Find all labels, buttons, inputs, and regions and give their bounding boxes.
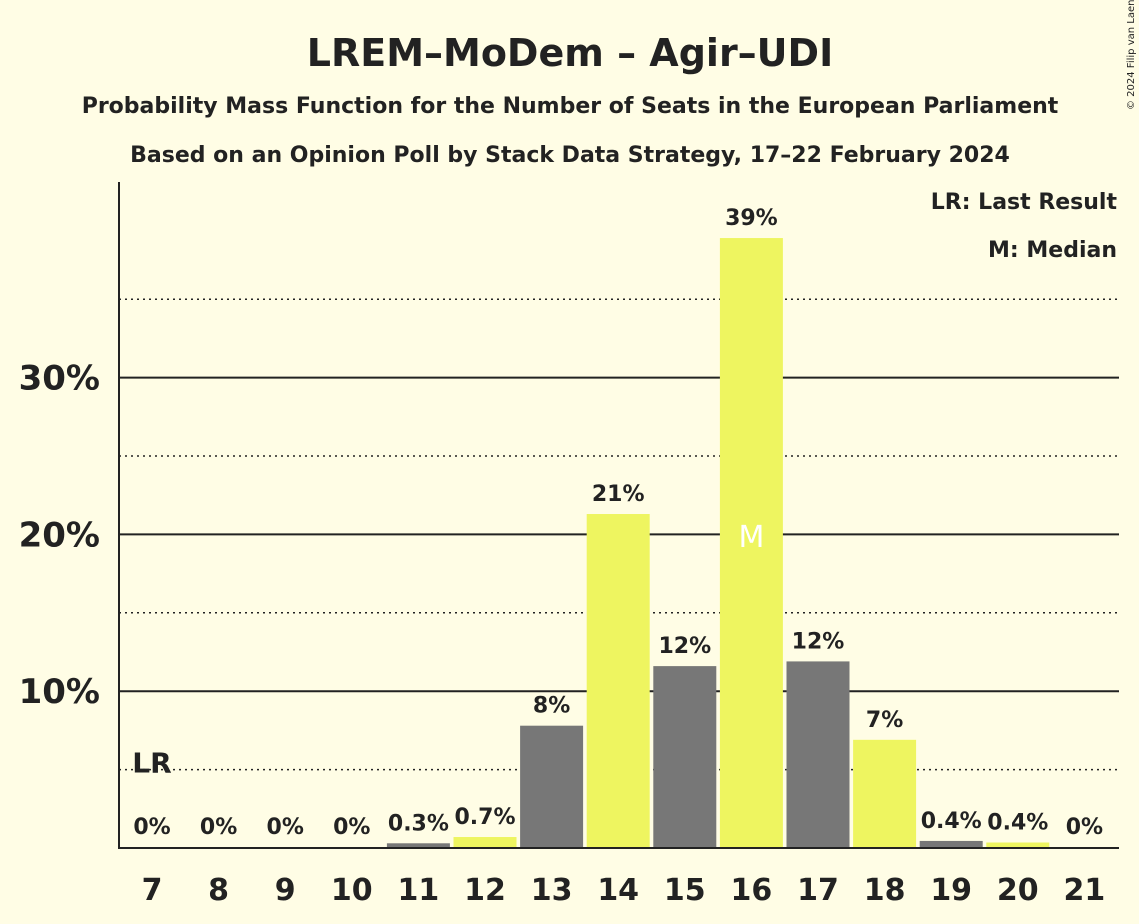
bar xyxy=(853,739,917,848)
chart-title: LREM–MoDem – Agir–UDI xyxy=(307,31,833,75)
bar xyxy=(653,666,717,848)
chart-subtitle-1: Probability Mass Function for the Number… xyxy=(82,94,1059,119)
x-axis-ticks: 7 8 9 10 11 12 13 14 15 16 17 18 19 20 21 xyxy=(142,873,1106,908)
x-tick-label: 14 xyxy=(597,873,639,908)
x-tick-label: 19 xyxy=(930,873,972,908)
bar-value-label: 0% xyxy=(133,815,170,840)
y-tick-label: 30% xyxy=(19,359,100,399)
bar-value-label: 0.3% xyxy=(388,811,449,836)
bar-value-label: 0% xyxy=(267,815,304,840)
legend-last-result: LR: Last Result xyxy=(931,190,1118,215)
bar-value-label: 12% xyxy=(658,634,711,659)
x-tick-label: 10 xyxy=(331,873,373,908)
bar xyxy=(453,837,517,848)
x-tick-label: 13 xyxy=(531,873,573,908)
bar-value-label: 39% xyxy=(725,206,778,231)
y-tick-label: 20% xyxy=(19,515,100,555)
bar-value-label: 0.7% xyxy=(454,805,515,830)
x-tick-label: 18 xyxy=(864,873,906,908)
y-axis-ticks: 10% 20% 30% xyxy=(19,359,100,713)
x-tick-label: 11 xyxy=(398,873,440,908)
x-tick-label: 9 xyxy=(275,873,296,908)
bar-value-label: 0% xyxy=(1066,815,1103,840)
bar-labels: 0%LR0% 0% 0% 0.3% 0.7%8%21%12%39%M12%7%0.4% 0… xyxy=(132,206,1103,840)
bar-value-label: 0% xyxy=(200,815,237,840)
x-tick-label: 16 xyxy=(731,873,773,908)
bar xyxy=(786,661,850,848)
bar-value-label: 0.4% xyxy=(921,809,982,834)
x-tick-label: 7 xyxy=(142,873,163,908)
bar xyxy=(986,842,1050,848)
x-tick-label: 12 xyxy=(464,873,506,908)
x-tick-label: 8 xyxy=(208,873,229,908)
copyright-notice: © 2024 Filip van Laenen xyxy=(1126,0,1137,110)
x-tick-label: 21 xyxy=(1064,873,1106,908)
bar-value-label: 12% xyxy=(792,629,845,654)
median-marker: M xyxy=(738,520,764,555)
bar-value-label: 0.4% xyxy=(987,811,1048,836)
x-tick-label: 20 xyxy=(997,873,1039,908)
y-tick-label: 10% xyxy=(19,672,100,712)
bar xyxy=(520,725,584,848)
bar-value-label: 21% xyxy=(592,482,645,507)
legend-median: M: Median xyxy=(988,238,1117,263)
bar-value-label: 0% xyxy=(333,815,370,840)
bar-value-label: 8% xyxy=(533,694,570,719)
bar xyxy=(586,514,650,848)
bars xyxy=(386,238,1050,849)
bar xyxy=(386,843,450,848)
bar xyxy=(919,840,983,848)
chart-subtitle-2: Based on an Opinion Poll by Stack Data S… xyxy=(130,143,1010,168)
x-tick-label: 17 xyxy=(797,873,839,908)
x-tick-label: 15 xyxy=(664,873,706,908)
bar xyxy=(719,238,783,849)
bar-value-label: 7% xyxy=(866,708,903,733)
last-result-marker: LR xyxy=(132,747,171,780)
